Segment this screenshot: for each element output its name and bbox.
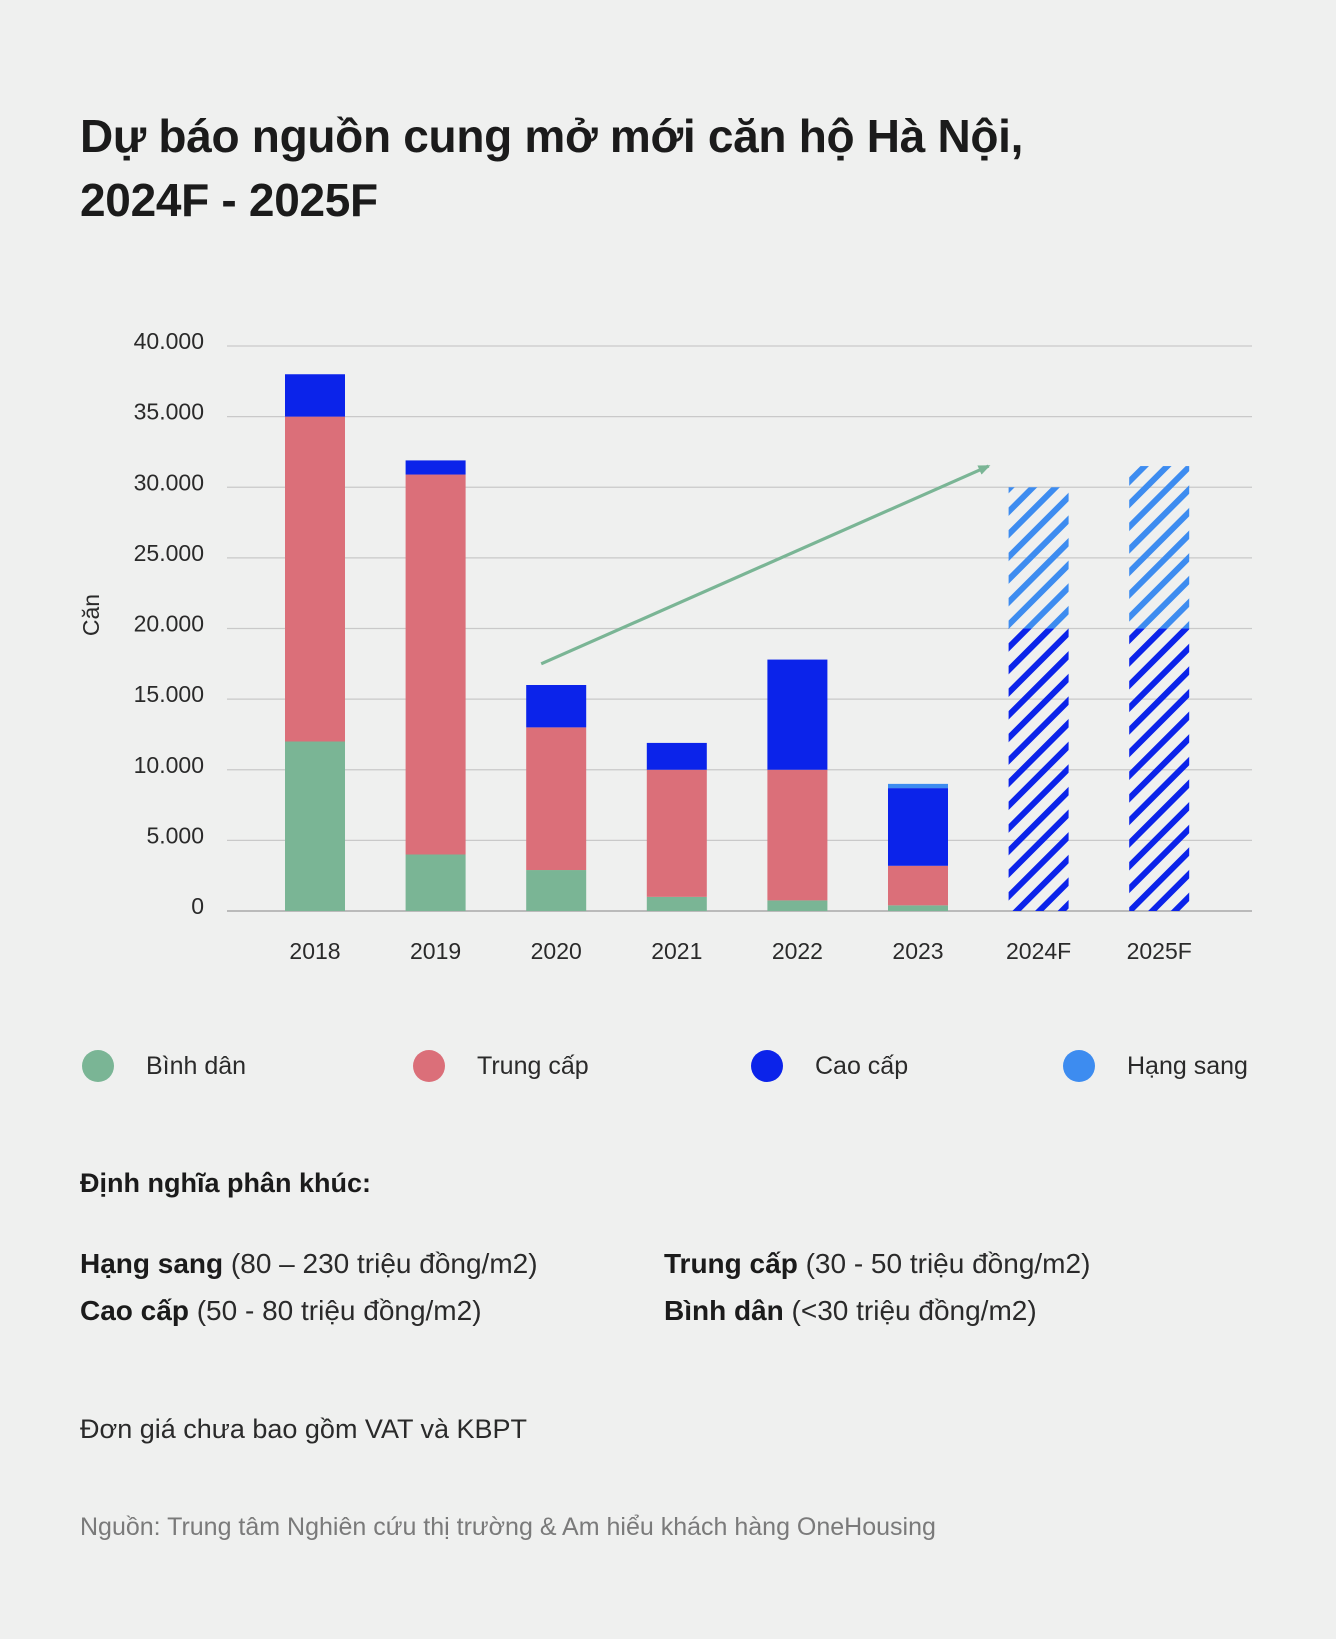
chart: 0 5.000 10.000 15.000 20.000 25.000 30.000 35.0… — [78, 328, 1252, 964]
bar-binh-dan-2020 — [526, 870, 587, 911]
definition-range: (80 – 230 triệu đồng/m2) — [223, 1248, 538, 1279]
definition-hang-sang: Hạng sang (80 – 230 triệu đồng/m2) — [80, 1248, 538, 1280]
definition-binh-dan: Bình dân (<30 triệu đồng/m2) — [664, 1295, 1037, 1327]
bar-cao-cap-2018 — [285, 374, 345, 417]
bar-trung-cap-2020 — [526, 727, 587, 871]
legend-item-binh-dan: Bình dân — [82, 1050, 246, 1082]
definition-name: Trung cấp — [664, 1248, 798, 1279]
y-tick-label: 5.000 — [146, 822, 204, 848]
legend-label-trung-cap: Trung cấp — [477, 1051, 589, 1080]
bar-binh-dan-2019 — [405, 854, 466, 911]
legend-item-hang-sang: Hạng sang — [1063, 1050, 1248, 1082]
y-tick-label: 35.000 — [134, 399, 204, 425]
y-tick-label: 20.000 — [134, 611, 204, 637]
bar-trung-cap-2018 — [285, 416, 345, 742]
forecast-bar-base-2024F — [1008, 628, 1069, 911]
bar-cao-cap-2019 — [405, 460, 466, 475]
legend-dot-binh-dan — [82, 1050, 114, 1082]
definition-name: Cao cấp — [80, 1295, 189, 1326]
definition-range: (<30 triệu đồng/m2) — [783, 1295, 1037, 1326]
y-tick-label: 0 — [191, 893, 204, 919]
x-tick-label: 2022 — [772, 938, 823, 964]
y-tick-label: 30.000 — [134, 469, 204, 495]
y-axis-title: Căn — [78, 594, 104, 636]
definition-trung-cap: Trung cấp (30 - 50 triệu đồng/m2) — [664, 1248, 1090, 1280]
y-tick-label: 40.000 — [134, 328, 204, 354]
legend-label-cao-cap: Cao cấp — [815, 1051, 909, 1080]
bar-binh-dan-2022 — [767, 900, 828, 911]
x-tick-label: 2019 — [410, 938, 461, 964]
title-line-2: 2024F - 2025F — [80, 174, 378, 226]
forecast-bar-upper-2024F — [1008, 487, 1069, 629]
y-tick-label: 25.000 — [134, 540, 204, 566]
bar-binh-dan-2018 — [285, 741, 345, 911]
x-tick-label: 2024F — [1006, 938, 1071, 964]
definition-name: Hạng sang — [80, 1248, 224, 1279]
x-tick-label: 2023 — [892, 938, 943, 964]
trend-arrow — [540, 464, 991, 666]
bar-trung-cap-2019 — [405, 474, 466, 855]
definition-name: Bình dân — [664, 1295, 784, 1326]
definition-range: (50 - 80 triệu đồng/m2) — [188, 1295, 482, 1326]
bar-cao-cap-2022 — [767, 659, 828, 770]
forecast-bar-base-2025F — [1129, 628, 1190, 911]
x-tick-label: 2021 — [651, 938, 702, 964]
definition-range: (30 - 50 triệu đồng/m2) — [797, 1248, 1091, 1279]
bar-hang-sang-2023 — [888, 783, 948, 789]
legend-item-trung-cap: Trung cấp — [413, 1050, 589, 1082]
x-tick-label: 2025F — [1127, 938, 1192, 964]
legend-dot-cao-cap — [751, 1050, 783, 1082]
legend-item-cao-cap: Cao cấp — [751, 1050, 908, 1082]
definition-cao-cap: Cao cấp (50 - 80 triệu đồng/m2) — [80, 1295, 482, 1327]
legend-label-hang-sang: Hạng sang — [1127, 1051, 1248, 1080]
bar-cao-cap-2020 — [526, 685, 587, 728]
definitions-heading: Định nghĩa phân khúc: — [80, 1168, 371, 1198]
y-tick-label: 10.000 — [134, 752, 204, 778]
forecast-bar-upper-2025F — [1129, 466, 1190, 629]
source-note: Nguồn: Trung tâm Nghiên cứu thị trường &… — [80, 1513, 936, 1541]
bar-trung-cap-2021 — [646, 769, 707, 897]
bar-cao-cap-2021 — [646, 742, 707, 770]
x-tick-label: 2018 — [289, 938, 340, 964]
legend-label-binh-dan: Bình dân — [146, 1051, 247, 1080]
bar-binh-dan-2021 — [646, 896, 707, 911]
bar-cao-cap-2023 — [888, 788, 948, 866]
bar-binh-dan-2023 — [888, 905, 948, 911]
y-tick-label: 15.000 — [134, 681, 204, 707]
page-title: Dự báo nguồn cung mở mới căn hộ Hà Nội, … — [80, 104, 1260, 232]
x-tick-label: 2020 — [531, 938, 582, 964]
title-line-1: Dự báo nguồn cung mở mới căn hộ Hà Nội, — [80, 110, 1024, 162]
bar-trung-cap-2023 — [888, 865, 948, 906]
price-note: Đơn giá chưa bao gồm VAT và KBPT — [80, 1414, 527, 1444]
legend: Bình dân Trung cấp Cao cấp Hạng sang — [0, 1050, 1336, 1084]
legend-dot-hang-sang — [1063, 1050, 1095, 1082]
legend-dot-trung-cap — [413, 1050, 445, 1082]
bar-trung-cap-2022 — [767, 769, 828, 901]
